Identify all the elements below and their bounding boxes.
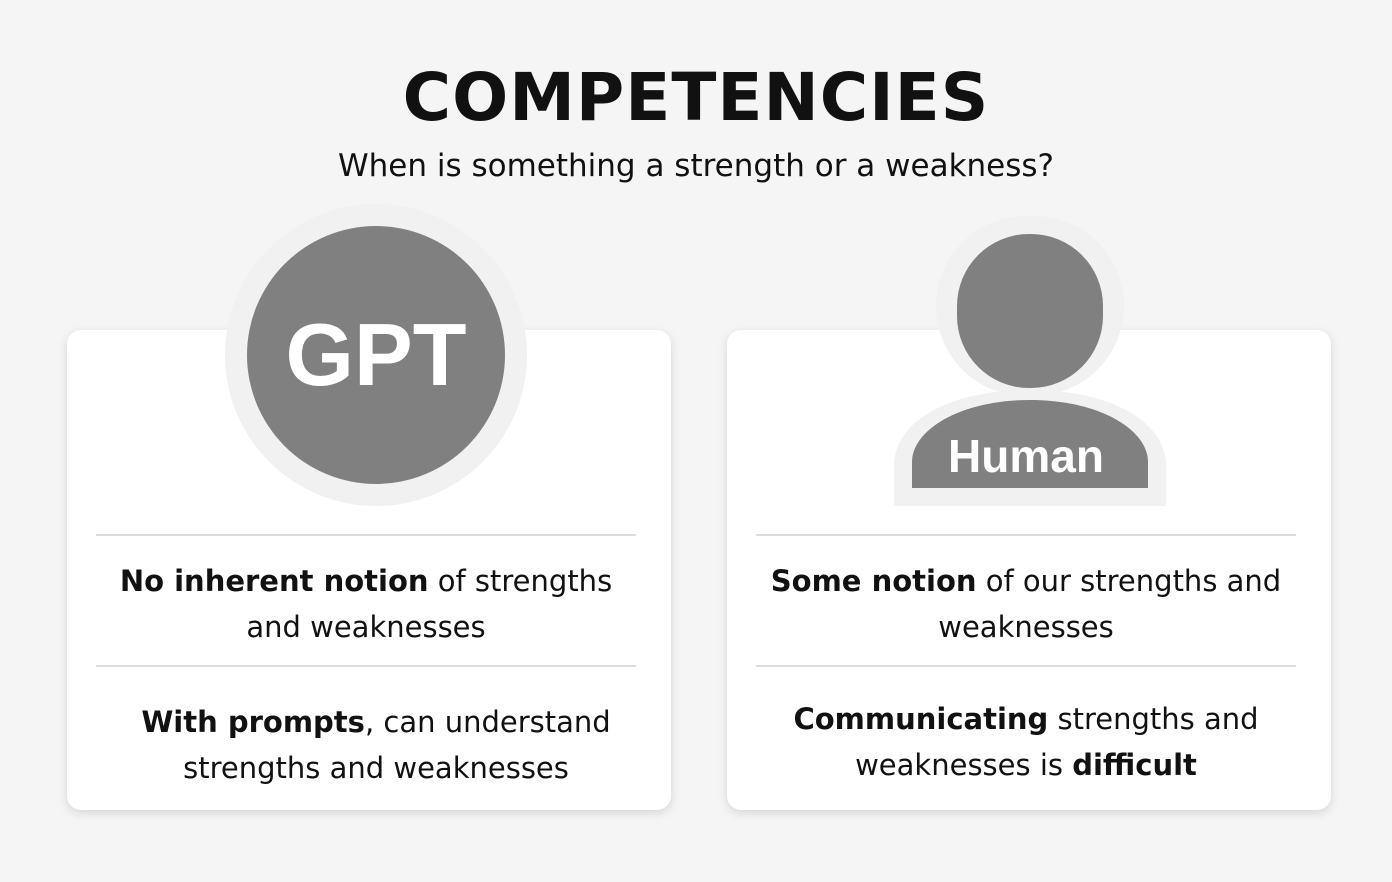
- gpt-statement-2-rest: , can understand strengths and weaknesse…: [183, 705, 611, 785]
- page-subtitle: When is something a strength or a weakne…: [337, 148, 1054, 184]
- human-statement-2-bold-end: difficult: [1072, 748, 1197, 782]
- human-statement-1: Some notion of our strengths and weaknes…: [746, 558, 1306, 650]
- gpt-statement-1-rest: of strengths and weaknesses: [246, 564, 613, 644]
- page-title: COMPETENCIES: [402, 59, 990, 136]
- gpt-divider-middle: [96, 665, 636, 667]
- human-statement-2: Communicating strengths and weaknesses i…: [746, 696, 1306, 788]
- gpt-avatar-circle: GPT: [247, 226, 505, 484]
- human-badge-label: Human: [948, 430, 1104, 482]
- human-divider-middle: [756, 665, 1296, 667]
- gpt-badge-label: GPT: [285, 305, 467, 404]
- human-statement-2-bold: Communicating: [793, 702, 1049, 736]
- gpt-statement-2-bold: With prompts: [141, 705, 365, 739]
- human-statement-1-bold: Some notion: [770, 564, 977, 598]
- human-divider-top: [756, 534, 1296, 536]
- gpt-statement-1-bold: No inherent notion: [119, 564, 429, 598]
- human-statement-2-middle: strengths and weaknesses is: [855, 702, 1259, 782]
- human-statement-1-rest: of our strengths and weaknesses: [938, 564, 1282, 644]
- person-silhouette-icon: [894, 216, 1166, 506]
- gpt-statement-1: No inherent notion of strengths and weak…: [96, 558, 636, 650]
- gpt-statement-2: With prompts, can understand strengths a…: [96, 699, 656, 791]
- gpt-divider-top: [96, 534, 636, 536]
